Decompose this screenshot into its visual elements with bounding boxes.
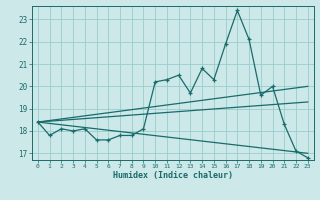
X-axis label: Humidex (Indice chaleur): Humidex (Indice chaleur) — [113, 171, 233, 180]
